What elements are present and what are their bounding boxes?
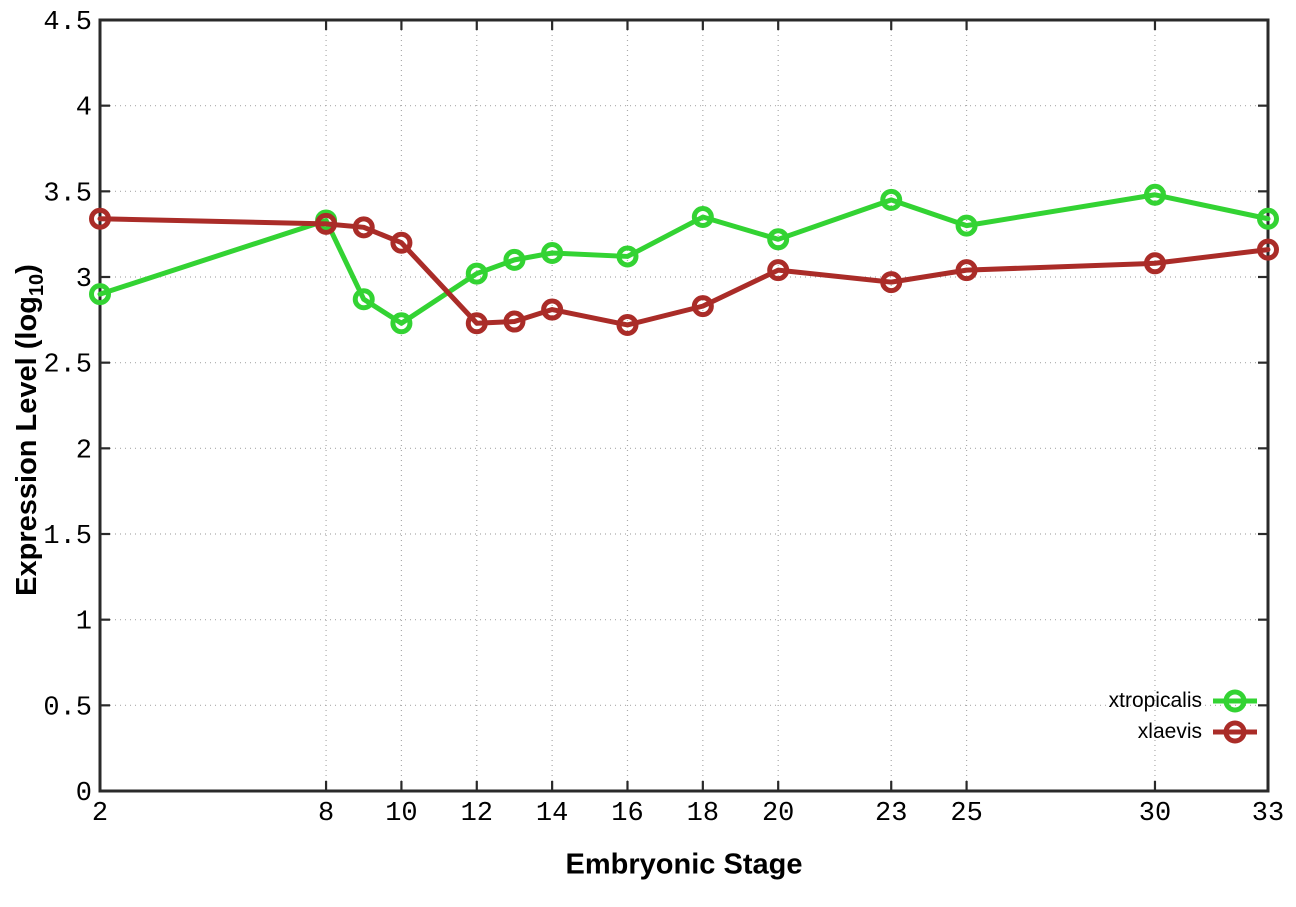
svg-text:8: 8: [318, 799, 334, 829]
svg-text:1.5: 1.5: [43, 522, 92, 552]
svg-text:3: 3: [76, 265, 92, 295]
svg-text:20: 20: [762, 799, 794, 829]
svg-text:0: 0: [76, 779, 92, 809]
svg-text:16: 16: [611, 799, 643, 829]
y-axis-title: Expression Level (log10): [11, 264, 49, 596]
svg-text:4: 4: [76, 94, 92, 124]
svg-text:3.5: 3.5: [43, 179, 92, 209]
svg-text:33: 33: [1252, 799, 1284, 829]
legend-item-xlaevis: xlaevis: [1109, 716, 1258, 747]
line-circle-marker-icon: [1213, 689, 1257, 712]
y-axis-title-suffix: ): [11, 264, 44, 274]
legend-label-xlaevis: xlaevis: [1137, 720, 1202, 743]
legend-label-xtropicalis: xtropicalis: [1108, 689, 1202, 712]
svg-text:1: 1: [76, 608, 92, 638]
svg-text:2: 2: [92, 799, 108, 829]
svg-text:14: 14: [536, 799, 568, 829]
legend: xtropicalis xlaevis: [1109, 685, 1258, 747]
x-axis-title: Embryonic Stage: [565, 848, 803, 881]
svg-text:18: 18: [687, 799, 719, 829]
y-axis-title-text: Expression Level (log: [11, 296, 44, 596]
svg-text:2.5: 2.5: [43, 351, 92, 381]
legend-item-xtropicalis: xtropicalis: [1109, 685, 1258, 716]
line-circle-marker-icon: [1213, 720, 1257, 743]
svg-text:4.5: 4.5: [43, 8, 92, 38]
svg-text:25: 25: [950, 799, 982, 829]
y-axis-title-subscript: 10: [25, 273, 48, 297]
svg-text:12: 12: [461, 799, 493, 829]
svg-text:23: 23: [875, 799, 907, 829]
svg-text:10: 10: [385, 799, 417, 829]
svg-text:0.5: 0.5: [43, 693, 92, 723]
svg-text:2: 2: [76, 436, 92, 466]
svg-text:30: 30: [1139, 799, 1171, 829]
